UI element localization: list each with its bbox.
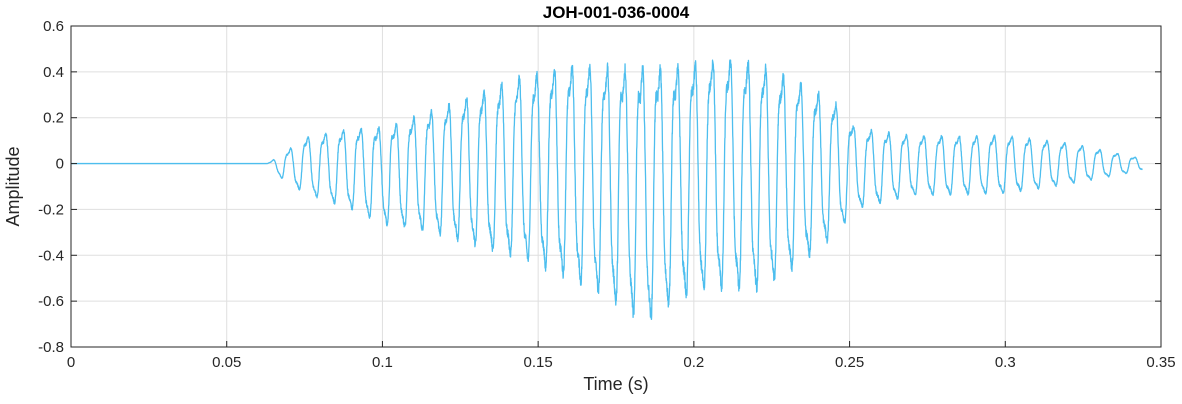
x-tick-label: 0.15 bbox=[524, 354, 553, 371]
y-axis-ticks: -0.8 -0.6 -0.4 -0.2 0 0.2 0.4 0.6 bbox=[38, 18, 1161, 356]
series-line-amplitude bbox=[70, 59, 1143, 320]
plot-frame bbox=[70, 25, 1162, 348]
x-tick-label: 0.05 bbox=[212, 354, 241, 371]
plot-area bbox=[70, 59, 1143, 320]
x-axis-label: Time (s) bbox=[583, 374, 648, 394]
chart-title: JOH-001-036-0004 bbox=[543, 3, 690, 22]
x-tick-label: 0 bbox=[67, 354, 75, 371]
y-tick-label: 0.4 bbox=[43, 64, 64, 81]
y-tick-label: -0.8 bbox=[38, 339, 64, 356]
x-tick-label: 0.1 bbox=[372, 354, 393, 371]
x-tick-label: 0.35 bbox=[1146, 354, 1175, 371]
y-axis-label: Amplitude bbox=[3, 146, 23, 226]
y-tick-label: -0.4 bbox=[38, 247, 64, 264]
x-axis-ticks: 0 0.05 0.1 0.15 0.2 0.25 0.3 0.35 bbox=[67, 341, 1176, 371]
y-tick-label: 0.2 bbox=[43, 110, 64, 127]
x-tick-label: 0.2 bbox=[683, 354, 704, 371]
y-tick-label: -0.6 bbox=[38, 293, 64, 310]
x-tick-label: 0.25 bbox=[835, 354, 864, 371]
y-tick-label: 0.6 bbox=[43, 18, 64, 35]
y-tick-label: -0.2 bbox=[38, 201, 64, 218]
x-tick-label: 0.3 bbox=[995, 354, 1016, 371]
y-tick-label: 0 bbox=[56, 156, 64, 173]
